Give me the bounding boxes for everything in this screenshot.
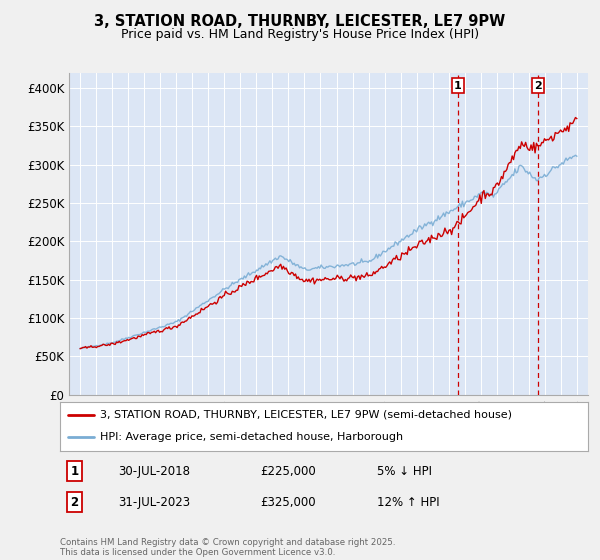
- Text: 30-JUL-2018: 30-JUL-2018: [118, 465, 190, 478]
- Text: £325,000: £325,000: [260, 496, 316, 509]
- Text: £225,000: £225,000: [260, 465, 316, 478]
- Text: Price paid vs. HM Land Registry's House Price Index (HPI): Price paid vs. HM Land Registry's House …: [121, 28, 479, 41]
- Text: 3, STATION ROAD, THURNBY, LEICESTER, LE7 9PW: 3, STATION ROAD, THURNBY, LEICESTER, LE7…: [94, 14, 506, 29]
- Text: 3, STATION ROAD, THURNBY, LEICESTER, LE7 9PW (semi-detached house): 3, STATION ROAD, THURNBY, LEICESTER, LE7…: [100, 410, 512, 420]
- Text: 1: 1: [454, 81, 462, 91]
- Text: Contains HM Land Registry data © Crown copyright and database right 2025.
This d: Contains HM Land Registry data © Crown c…: [60, 538, 395, 557]
- Text: 2: 2: [534, 81, 542, 91]
- Text: 12% ↑ HPI: 12% ↑ HPI: [377, 496, 439, 509]
- Text: 2: 2: [71, 496, 79, 509]
- Text: HPI: Average price, semi-detached house, Harborough: HPI: Average price, semi-detached house,…: [100, 432, 403, 442]
- Text: 5% ↓ HPI: 5% ↓ HPI: [377, 465, 432, 478]
- Text: 1: 1: [71, 465, 79, 478]
- Text: 31-JUL-2023: 31-JUL-2023: [118, 496, 190, 509]
